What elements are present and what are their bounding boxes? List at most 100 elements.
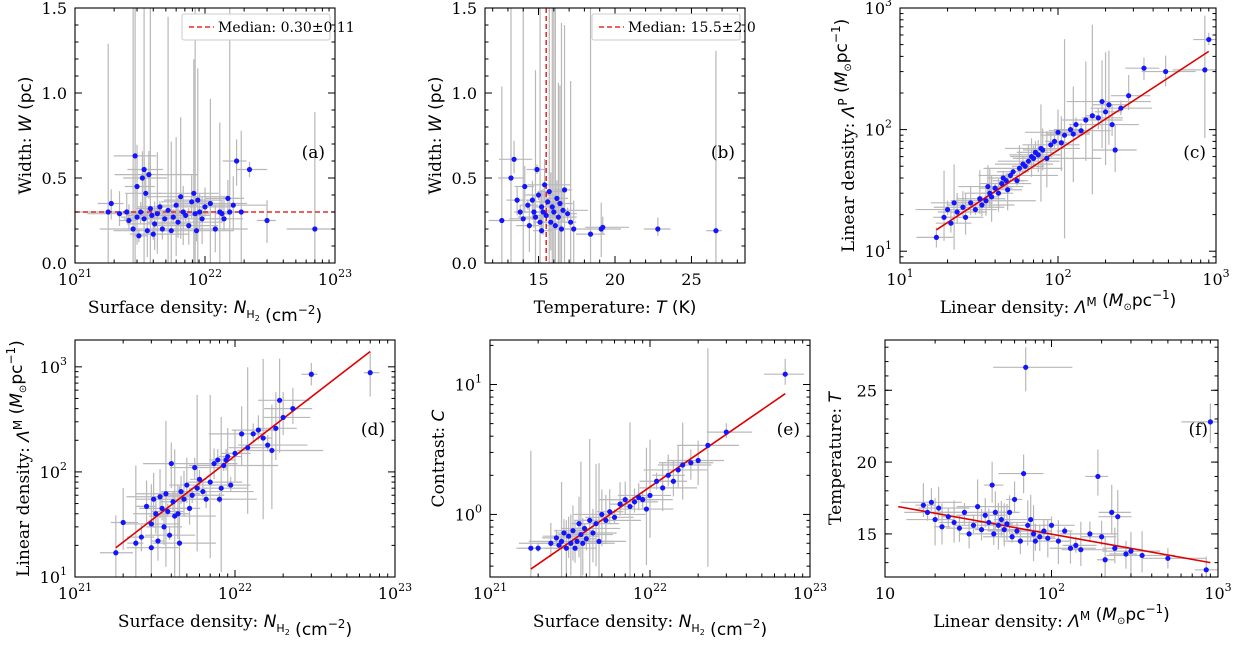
data-point <box>1139 552 1145 559</box>
axis-label-sub: H <box>691 622 699 635</box>
data-point <box>141 166 147 173</box>
axis-label-subsub: 2 <box>700 628 705 637</box>
data-point <box>193 228 200 234</box>
data-point <box>1102 557 1108 563</box>
data-point <box>219 211 225 217</box>
data-point <box>986 519 992 526</box>
data-point <box>966 531 972 537</box>
data-point <box>535 192 542 198</box>
data-point <box>134 214 140 220</box>
data-points <box>933 36 1212 240</box>
data-point <box>538 204 545 210</box>
axis-label-unit-symbol: M <box>1102 605 1117 625</box>
axis-label-close: ) <box>832 19 852 26</box>
data-point <box>1028 516 1034 523</box>
data-point <box>191 190 197 196</box>
legend-label: Median: 0.30±0.11 <box>218 20 355 36</box>
data-point <box>640 497 646 503</box>
data-point <box>161 524 167 530</box>
data-point <box>546 189 552 195</box>
data-point <box>680 462 686 468</box>
axis-label-unit-sub: ⊙ <box>18 385 29 393</box>
data-point <box>566 533 572 539</box>
data-point <box>184 482 190 488</box>
data-points <box>105 153 318 239</box>
data-point <box>246 166 253 173</box>
x-tick-label: 25 <box>681 270 701 289</box>
data-point <box>202 204 208 210</box>
data-point <box>225 195 231 201</box>
axis-label-unit-sup: −2 <box>743 617 761 631</box>
data-point <box>1073 542 1079 549</box>
axis-label-unit: ( <box>1097 291 1109 311</box>
data-point <box>723 429 729 435</box>
axis-label-text: Surface density: <box>88 298 234 318</box>
legend: Median: 15.5±2.0 <box>591 13 756 41</box>
data-point <box>999 180 1005 187</box>
data-point <box>273 425 279 431</box>
data-point <box>576 521 582 527</box>
data-point <box>225 453 231 460</box>
y-tick-label: 15 <box>857 525 877 544</box>
data-point <box>528 545 534 551</box>
axis-label-text: Width: <box>16 132 36 194</box>
data-point <box>1095 115 1101 121</box>
data-point <box>1073 121 1079 128</box>
y-tick-label: 1.5 <box>452 0 477 18</box>
data-point <box>141 216 147 222</box>
x-tick-label: 15 <box>528 270 548 289</box>
data-point <box>542 182 548 188</box>
data-point <box>583 536 589 542</box>
data-point <box>165 207 171 213</box>
data-point <box>195 197 201 203</box>
axis-label-sub: H <box>246 308 254 321</box>
data-point <box>367 370 373 376</box>
panel-a: 1021 1022 1023 0.0 0.5 1.0 1.5 Surface density:… <box>16 0 355 326</box>
x-axis-label: Linear density: ΛM (M⊙pc−1) <box>933 602 1170 632</box>
data-point <box>933 234 940 240</box>
axis-label-sup: M <box>11 420 25 430</box>
axes-frame <box>484 7 746 264</box>
axis-label-symbol: T <box>826 390 846 402</box>
data-point <box>995 190 1002 196</box>
x-tick-label: 1022 <box>188 267 222 289</box>
data-point <box>599 511 605 518</box>
data-point <box>154 211 160 217</box>
data-point <box>139 175 146 181</box>
data-points <box>499 156 719 237</box>
data-point <box>508 175 514 181</box>
data-point <box>1095 473 1101 480</box>
axis-label-unit-sup: −1 <box>1145 602 1163 616</box>
data-point <box>189 492 195 498</box>
y-tick-label: 1.5 <box>42 0 67 18</box>
data-point <box>126 217 132 224</box>
data-point <box>568 540 574 546</box>
y-axis-label: Temperature: T <box>826 390 846 525</box>
axis-label-symbol: W <box>426 114 446 132</box>
data-point <box>561 187 568 193</box>
panel-tag: (a) <box>302 143 325 163</box>
data-point <box>568 219 574 225</box>
data-point <box>570 528 576 534</box>
data-point <box>951 200 957 206</box>
data-point <box>665 472 671 478</box>
data-point <box>600 224 606 230</box>
y-tick-label: 101 <box>40 565 67 587</box>
data-point <box>260 435 266 441</box>
data-point <box>1022 163 1028 169</box>
y-tick-label: 0.5 <box>42 169 67 188</box>
x-axis-label: Surface density: NH2 (cm−2) <box>88 298 322 326</box>
axis-label-unit: ( <box>7 408 27 420</box>
data-point <box>1078 547 1084 553</box>
axis-label-sub: H <box>276 622 284 635</box>
panel-tag: (c) <box>1183 143 1206 163</box>
data-point <box>230 202 236 208</box>
data-point <box>227 209 233 215</box>
data-point <box>1112 147 1118 153</box>
data-point <box>995 522 1002 528</box>
data-point <box>290 406 296 412</box>
data-point <box>197 209 203 215</box>
axis-label-text: Width: <box>426 132 446 194</box>
data-point <box>654 478 660 484</box>
data-point <box>1062 528 1068 534</box>
